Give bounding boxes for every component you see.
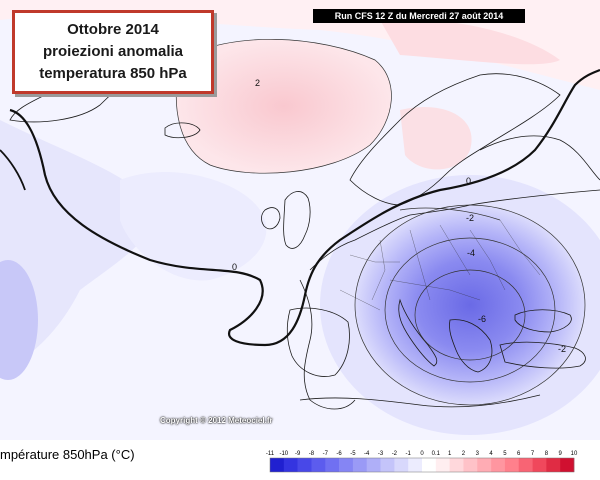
map-title-box: Ottobre 2014 proiezioni anomalia tempera…	[12, 10, 214, 94]
contour-label-neg-scand: -2	[466, 213, 474, 223]
scale-swatch	[408, 458, 423, 472]
scale-swatch	[504, 458, 520, 472]
anomaly-light-neg-central	[120, 171, 267, 281]
anomaly-positive-scandinavia	[400, 106, 472, 170]
scale-swatch	[325, 458, 340, 472]
scale-swatch	[394, 458, 409, 472]
scale-tick-label: -9	[295, 451, 301, 457]
scale-swatch	[518, 458, 533, 472]
title-line-2: proiezioni anomalia	[42, 43, 184, 60]
scale-swatch	[532, 458, 547, 472]
contour-label-neg-center: -6	[478, 314, 486, 324]
color-scale: -11 -10 -9 -8 -7 -6 -5 -4 -3 -2 -1 0 0.1 1 2 3 4 5 6 7 8 9 10	[266, 451, 578, 473]
scale-tick-label: 3	[476, 451, 480, 457]
copyright-text: Copyright © 2012 Meteociel.fr	[160, 416, 273, 425]
anomaly-negative-west	[0, 260, 38, 380]
scale-tick-label: 2	[462, 451, 466, 457]
scale-tick-label: -3	[378, 451, 384, 457]
anomaly-map: 2 0 0 -2 -4 -6 -2	[0, 0, 600, 440]
scale-swatch	[491, 458, 506, 472]
scale-tick-label: -6	[336, 451, 342, 457]
scale-swatch	[435, 458, 450, 472]
scale-tick-label: 0	[420, 451, 424, 457]
zero-isotherm	[9, 68, 600, 347]
anomaly-positive-north-strip	[380, 19, 560, 65]
contour-label-zero-north: 0	[466, 176, 471, 186]
scale-swatch	[366, 458, 381, 472]
scale-tick-label: -1	[406, 451, 412, 457]
contour-label-zero-west: 0	[232, 262, 237, 272]
scale-swatch	[546, 458, 561, 472]
scale-swatch	[380, 458, 395, 472]
scale-swatch	[560, 458, 575, 472]
scale-frame	[269, 457, 575, 473]
anomaly-positive-core	[176, 39, 392, 174]
scale-tick-label: 8	[545, 451, 549, 457]
scale-tick-label: 0.1	[432, 451, 441, 457]
legend-title: mpérature 850hPa (°C)	[0, 447, 135, 462]
run-banner: Run CFS 12 Z du Mercredi 27 août 2014	[313, 9, 525, 23]
scale-swatch	[339, 458, 354, 472]
title-line-1: Ottobre 2014	[67, 21, 159, 38]
contour-lines	[175, 38, 586, 406]
scale-swatch	[283, 458, 298, 472]
scale-tick-label: -8	[309, 451, 315, 457]
scale-swatch	[463, 458, 478, 472]
scale-tick-label: -7	[323, 451, 329, 457]
scale-tick-label: 10	[571, 451, 578, 457]
scale-tick-label: -2	[392, 451, 398, 457]
contour-label-group: 2 0 0 -2 -4 -6 -2	[232, 78, 566, 354]
scale-tick-label: -11	[266, 451, 275, 457]
scale-tick-label: -10	[279, 451, 288, 457]
scale-swatch	[270, 458, 285, 472]
contour-label-neg-south: -2	[558, 344, 566, 354]
scale-tick-label: 6	[517, 451, 521, 457]
anomaly-light-neg-west	[0, 120, 155, 370]
scale-tick-label: 5	[503, 451, 507, 457]
scale-tick-label: 4	[489, 451, 493, 457]
title-line-3: temperatura 850 hPa	[39, 65, 187, 82]
scale-tick-label: 9	[559, 451, 563, 457]
scale-swatch	[449, 458, 464, 472]
scale-swatch	[352, 458, 368, 472]
zero-isotherm-west	[0, 149, 26, 191]
scale-swatch	[297, 458, 312, 472]
scale-swatch	[311, 458, 326, 472]
scale-swatch	[422, 458, 437, 472]
anomaly-negative-core	[355, 205, 585, 405]
scale-swatch	[477, 458, 492, 472]
scale-tick-label: 7	[531, 451, 535, 457]
scale-tick-label: 1	[448, 451, 452, 457]
scale-tick-label: -4	[364, 451, 370, 457]
contour-label-north-pos: 2	[255, 78, 260, 88]
contour-label-neg-east: -4	[467, 248, 475, 258]
scale-tick-label: -5	[350, 451, 356, 457]
borders	[339, 219, 541, 311]
